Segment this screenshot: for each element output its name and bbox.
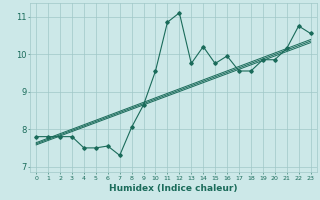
X-axis label: Humidex (Indice chaleur): Humidex (Indice chaleur) <box>109 184 238 193</box>
